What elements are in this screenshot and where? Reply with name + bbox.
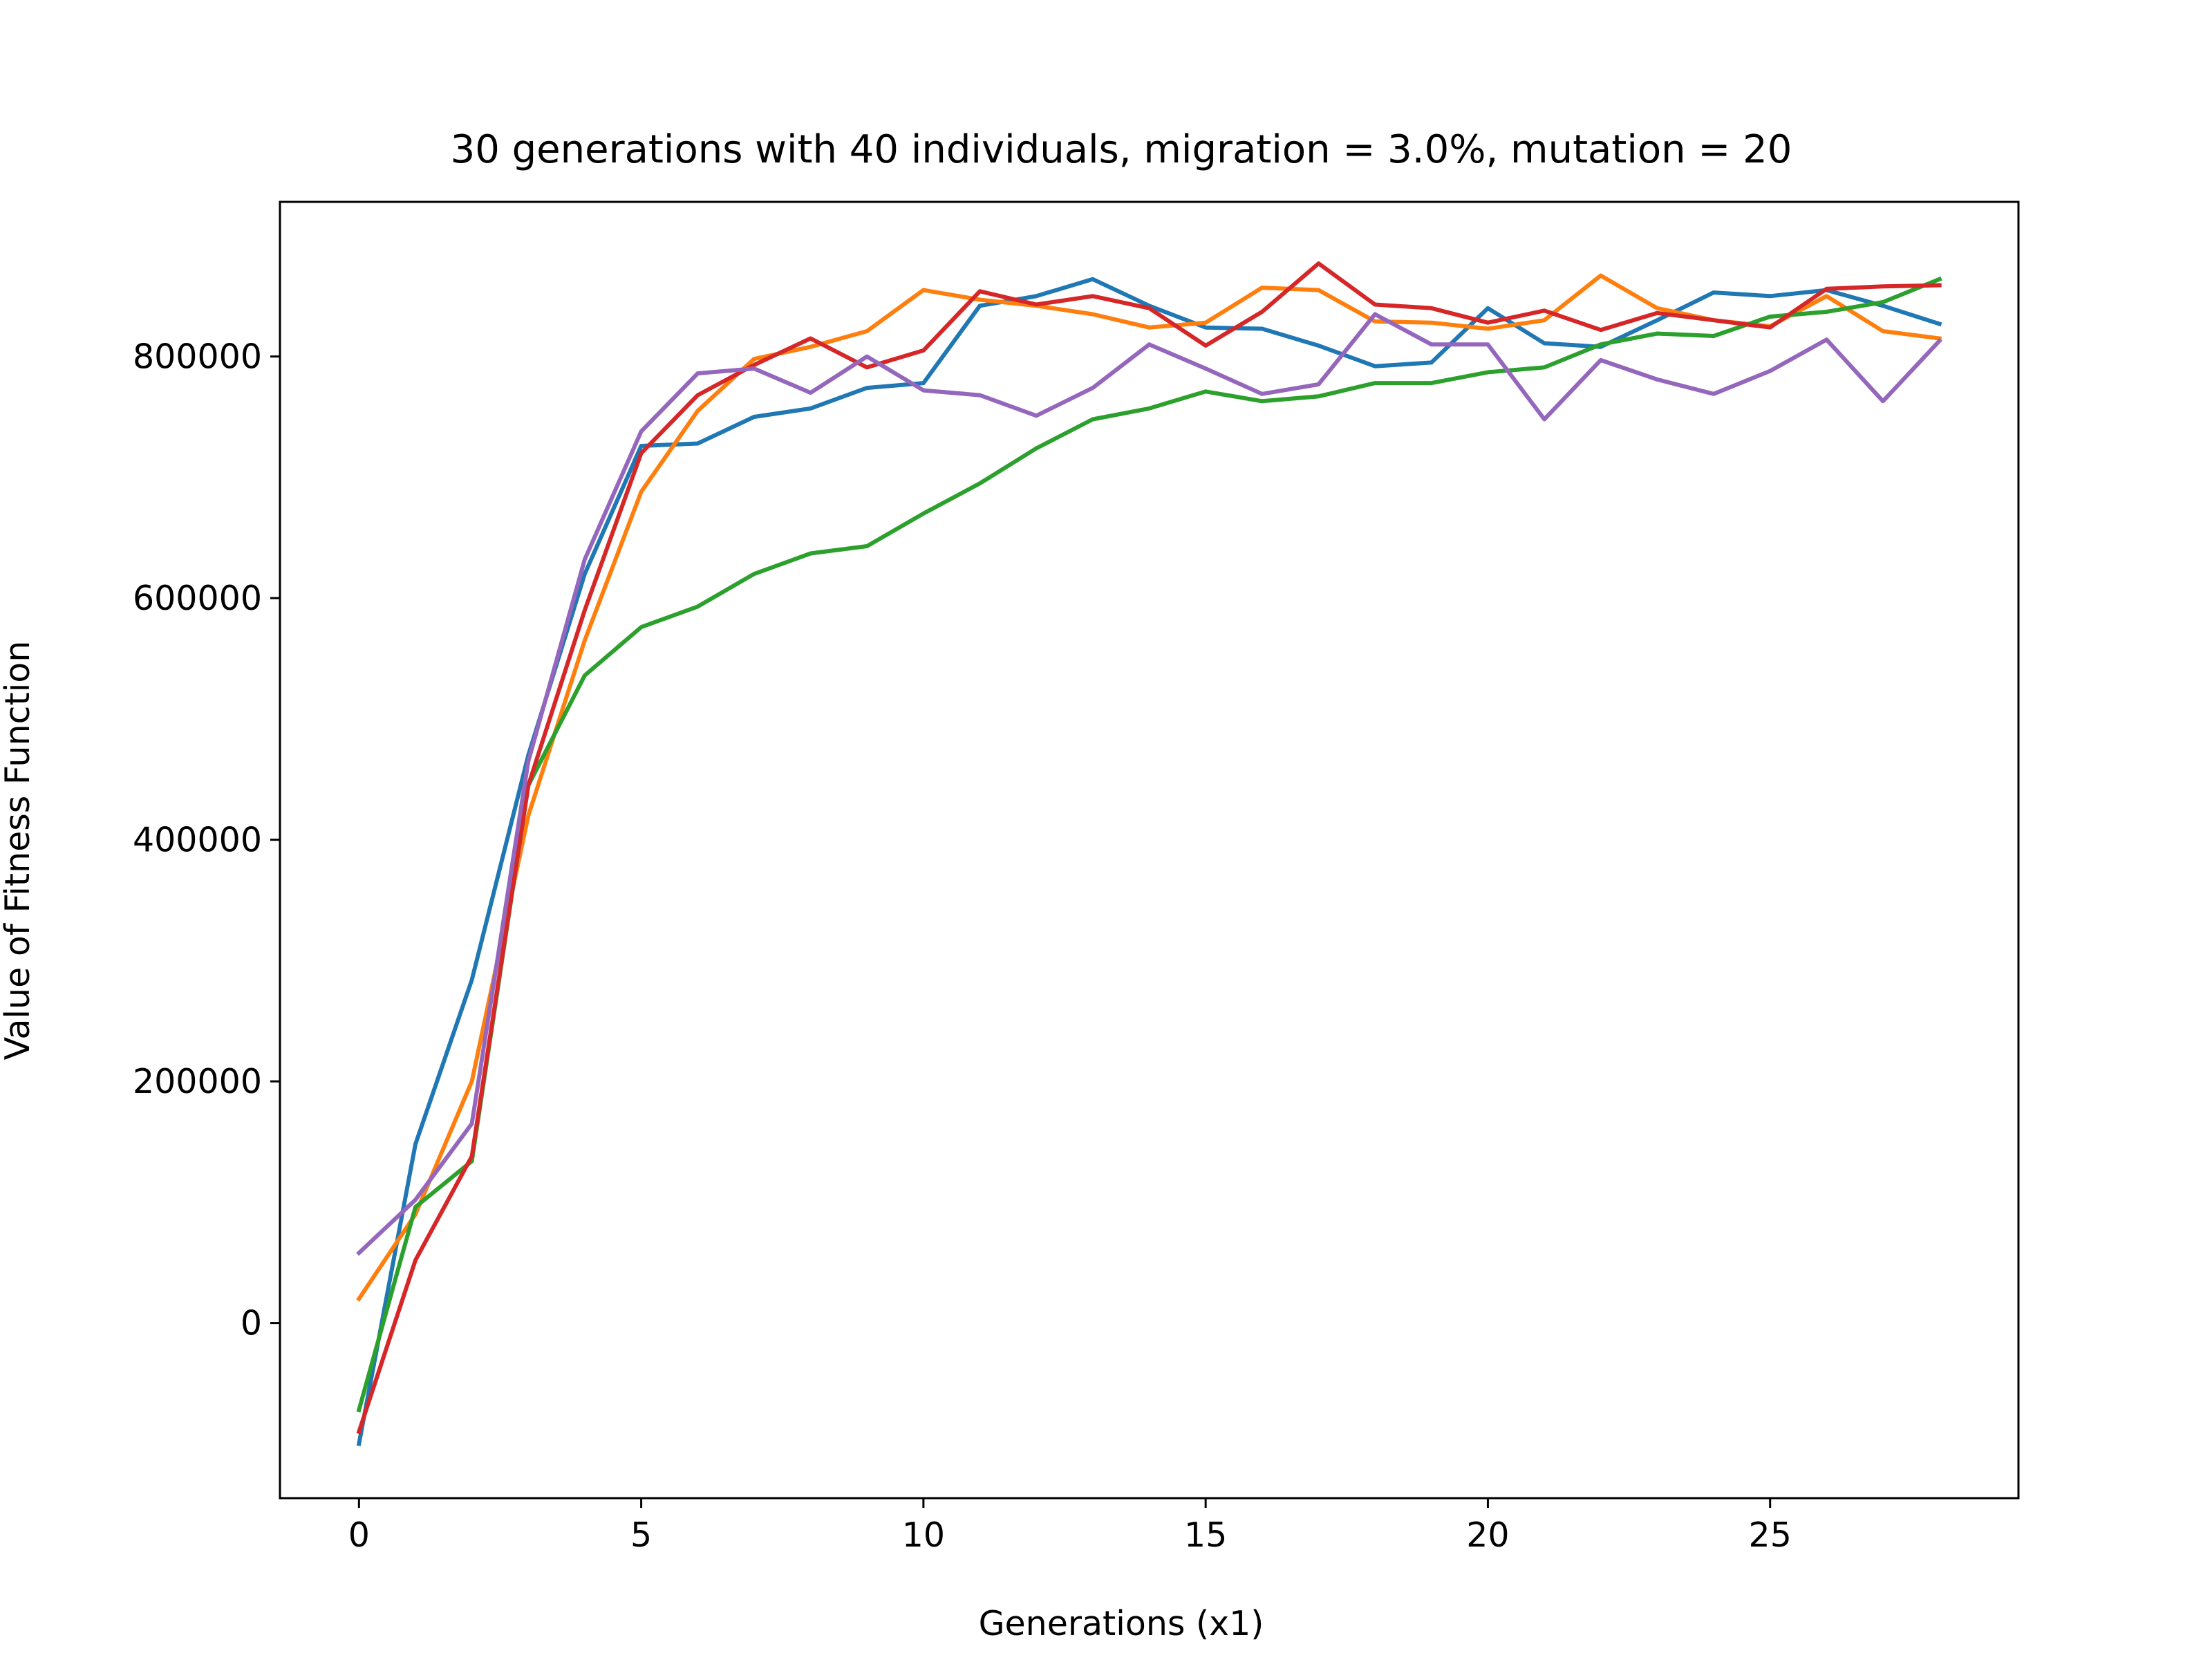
y-tick-label: 400000 [133, 821, 262, 860]
series-line-3 [356, 276, 1942, 1413]
y-tick-label: 600000 [133, 579, 262, 618]
x-axis: 0 5 10 15 20 25 [348, 1498, 1792, 1555]
series-line-2 [356, 273, 1942, 1302]
x-tick-label: 20 [1466, 1515, 1509, 1555]
y-tick-label: 200000 [133, 1062, 262, 1101]
series-line-1 [356, 277, 1942, 1446]
x-axis-label: Generations (x1) [979, 1604, 1264, 1643]
x-tick-label: 0 [348, 1515, 370, 1555]
plot-frame [279, 200, 2020, 1500]
y-axis: 0 200000 400000 600000 800000 [133, 337, 280, 1343]
y-tick-label: 800000 [133, 337, 262, 377]
x-tick-label: 25 [1749, 1515, 1792, 1555]
plot-area [356, 261, 1942, 1446]
y-axis-label: Value of Fitness Function [0, 641, 37, 1061]
chart-title: 30 generations with 40 individuals, migr… [451, 127, 1792, 172]
x-tick-label: 10 [902, 1515, 945, 1555]
y-tick-label: 0 [241, 1304, 262, 1343]
x-tick-label: 5 [630, 1515, 652, 1555]
x-tick-label: 15 [1184, 1515, 1227, 1555]
series-line-5 [356, 312, 1942, 1256]
series-line-4 [356, 261, 1942, 1435]
